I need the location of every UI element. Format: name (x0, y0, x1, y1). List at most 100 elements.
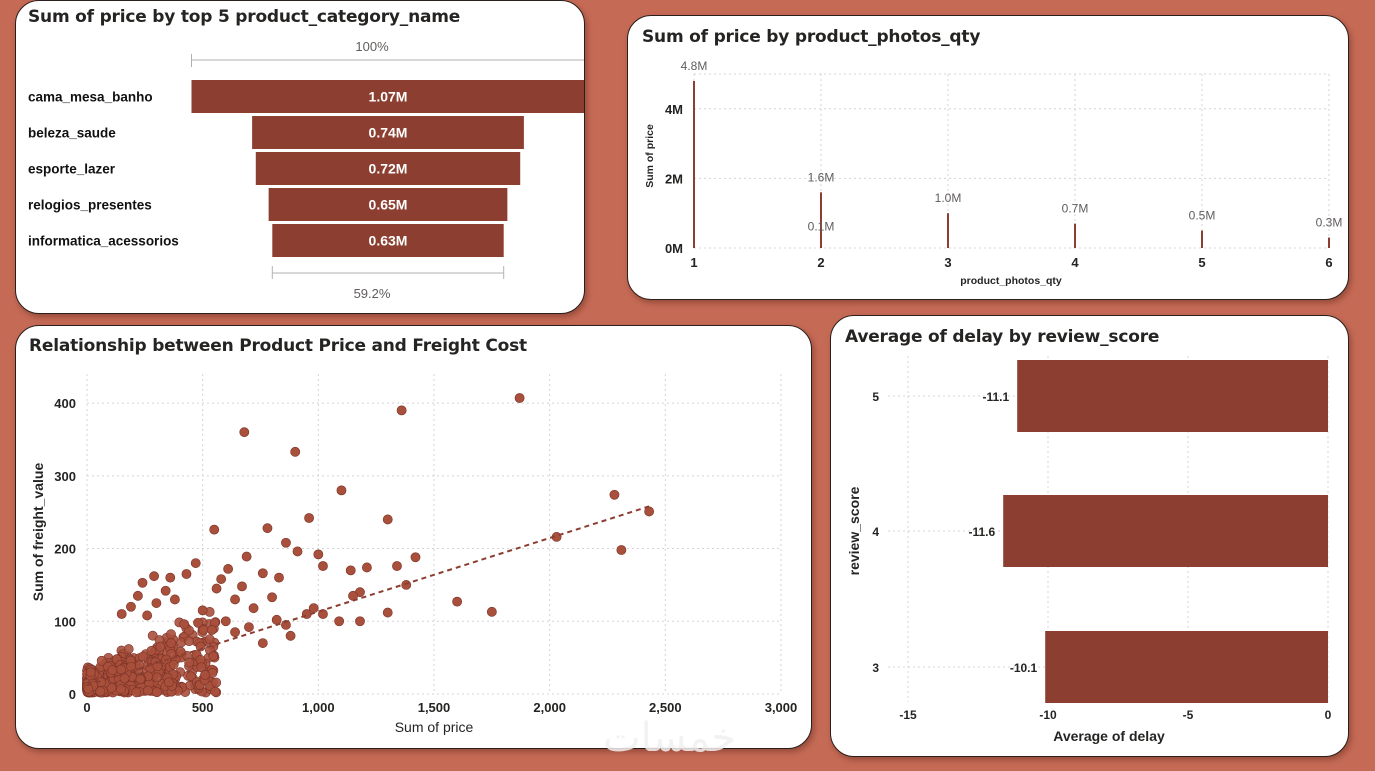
scatter-point (262, 523, 273, 534)
delay-bar (1003, 495, 1328, 567)
scatter-point (257, 638, 268, 648)
scatter-point (313, 549, 324, 560)
scatter-y-tick-label: 300 (54, 469, 76, 484)
scatter-point (452, 596, 463, 607)
funnel-bar (272, 224, 504, 257)
scatter-point (119, 673, 130, 684)
scatter-point (401, 580, 412, 590)
scatter-x-tick-label: 2,500 (649, 700, 682, 715)
scatter-point (209, 524, 220, 535)
photos-x-tick-label: 4 (1071, 255, 1079, 270)
photos-value-label: 1.6M (808, 170, 835, 184)
scatter-point (336, 485, 347, 496)
funnel-bottom-percent: 59.2% (354, 286, 391, 301)
scatter-point (230, 627, 240, 638)
scatter-point (211, 677, 222, 688)
scatter-point (216, 574, 227, 584)
scatter-title: Relationship between Product Price and F… (29, 336, 527, 356)
scatter-card: Relationship between Product Price and F… (15, 325, 812, 749)
photos-y-tick-label: 0M (665, 241, 683, 256)
scatter-point (207, 625, 217, 635)
scatter-point (281, 537, 291, 548)
scatter-point (382, 607, 393, 618)
scatter-point (211, 583, 222, 594)
funnel-category-label: informatica_acessorios (28, 234, 179, 249)
scatter-point (163, 677, 174, 688)
scatter-point (237, 581, 247, 592)
funnel-title: Sum of price by top 5 product_category_n… (28, 7, 461, 27)
scatter-chart: 0 100 200 300 400 0 500 1,000 1,500 2,000 2,500 3,0… (30, 374, 798, 735)
scatter-y-tick-label: 200 (54, 542, 76, 557)
photos-y-tick-label: 4M (665, 102, 683, 117)
photos-x-tick-label: 6 (1325, 255, 1332, 270)
scatter-point (190, 558, 201, 568)
photos-y-tick-label: 2M (665, 171, 683, 186)
delay-bar (1045, 631, 1328, 703)
funnel-value-label: 0.65M (369, 197, 408, 213)
photos-value-label: 0.1M (808, 220, 835, 234)
scatter-point (396, 405, 407, 416)
photos-x-tick-label: 5 (1198, 255, 1205, 270)
scatter-point (230, 594, 240, 605)
scatter-point (152, 672, 162, 683)
scatter-point (135, 674, 146, 685)
scatter-point (132, 590, 143, 601)
delay-chart: -15 -10 -5 0 -11.1 5 -11.6 4 -10.1 3 Average of de… (846, 356, 1332, 744)
photos-x-axis-title: product_photos_qty (960, 275, 1062, 287)
delay-x-tick-label: -15 (899, 708, 917, 722)
scatter-point (149, 571, 159, 582)
scatter-point (143, 685, 153, 696)
photos-value-label: 1.0M (935, 191, 962, 205)
scatter-point (131, 687, 142, 698)
delay-value-label: -11.1 (982, 390, 1009, 404)
funnel-category-label: beleza_saude (28, 126, 116, 141)
scatter-point (168, 659, 179, 670)
scatter-x-tick-label: 500 (192, 700, 214, 715)
scatter-x-tick-label: 0 (83, 700, 90, 715)
delay-y-tick-label: 4 (872, 525, 879, 539)
delay-y-tick-label: 5 (872, 390, 879, 404)
delay-value-label: -11.6 (968, 525, 995, 539)
photos-card: Sum of price by product_photos_qty 0M 2M 4… (627, 15, 1349, 300)
scatter-point (609, 489, 620, 500)
funnel-bar (252, 116, 524, 149)
scatter-x-tick-label: 1,500 (418, 700, 451, 715)
scatter-point (126, 601, 136, 612)
scatter-point (142, 610, 153, 621)
delay-value-label: -10.1 (1010, 661, 1038, 675)
scatter-x-tick-label: 1,000 (302, 700, 335, 715)
scatter-point (116, 609, 127, 619)
funnel-category-label: esporte_lazer (28, 162, 116, 177)
funnel-value-label: 0.63M (369, 233, 408, 249)
funnel-value-label: 0.72M (369, 161, 408, 177)
photos-x-tick-label: 2 (817, 255, 824, 270)
funnel-bar (268, 188, 508, 221)
scatter-point (208, 651, 219, 662)
scatter-point (181, 569, 192, 579)
delay-card: Average of delay by review_score -15 -10-… (830, 315, 1349, 757)
scatter-x-tick-label: 3,000 (765, 700, 798, 715)
scatter-point (410, 552, 421, 563)
scatter-point (85, 667, 96, 678)
scatter-point (95, 686, 106, 697)
funnel-bar (255, 152, 521, 185)
scatter-point (151, 687, 162, 697)
delay-bar (1017, 360, 1328, 432)
photos-value-label: 0.3M (1316, 216, 1343, 230)
scatter-point (170, 594, 180, 605)
watermark: خمسات (603, 715, 737, 761)
scatter-point (210, 686, 221, 697)
scatter-point (355, 616, 365, 627)
scatter-point (197, 605, 208, 616)
scatter-point (123, 644, 134, 654)
scatter-point (244, 622, 254, 632)
scatter-point (241, 551, 252, 562)
funnel-category-label: cama_mesa_banho (28, 90, 153, 105)
scatter-point (318, 561, 328, 571)
photos-y-axis-title: Sum of price (644, 124, 656, 188)
scatter-point (267, 592, 277, 603)
scatter-y-tick-label: 0 (69, 687, 76, 702)
scatter-point (616, 545, 627, 555)
scatter-point (186, 671, 196, 682)
funnel-bar (191, 80, 584, 113)
